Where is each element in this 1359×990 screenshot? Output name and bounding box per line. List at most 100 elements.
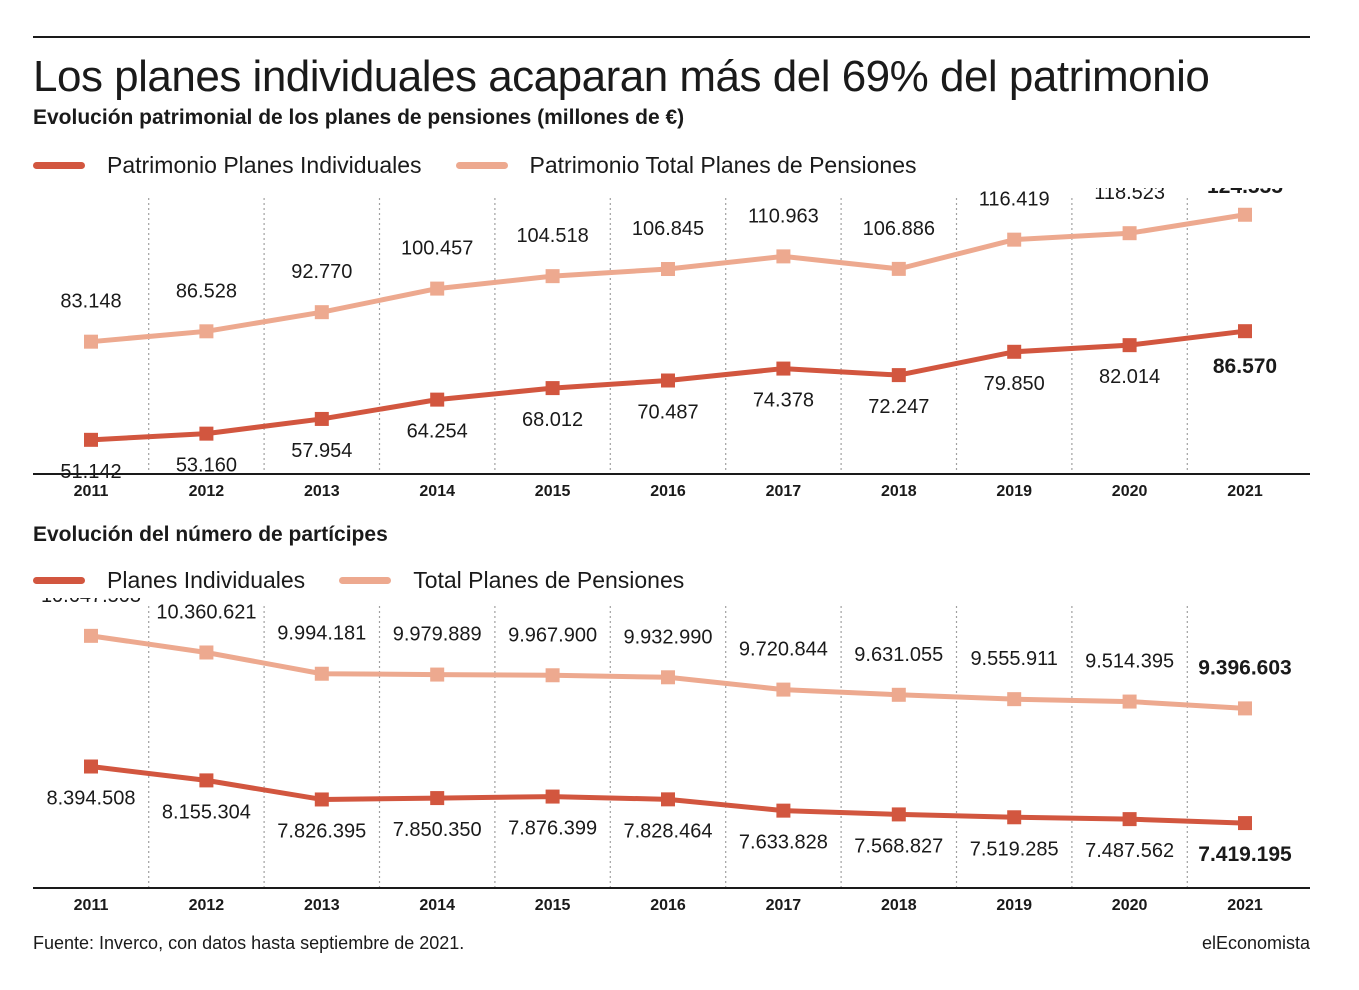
top-rule	[33, 36, 1310, 38]
data-point-individuales	[1238, 324, 1252, 339]
data-point-individuales	[1122, 338, 1137, 353]
data-label: 9.979.889	[393, 624, 482, 646]
data-point-total	[661, 262, 675, 277]
data-point-individuales	[314, 792, 329, 807]
brand-logo-text: elEconomista	[1201, 933, 1310, 953]
data-point-individuales	[84, 432, 98, 447]
chart1-plot: 2011 2012 2013 2014 2015 2016 2017 2018 2019 2020…	[33, 188, 1310, 500]
data-point-individuales	[1007, 810, 1022, 825]
data-label: 70.487	[637, 402, 698, 424]
data-label: 79.850	[984, 373, 1045, 395]
data-label: 7.826.395	[277, 820, 366, 842]
chart1-legend-label-individuales: Patrimonio Planes Individuales	[107, 151, 422, 178]
data-label: 104.518	[516, 225, 588, 247]
x-tick-label: 2012	[189, 897, 225, 914]
data-label: 72.247	[868, 396, 929, 418]
data-point-total	[84, 628, 98, 643]
data-label: 106.886	[863, 218, 935, 240]
chart1-legend-item-individuales: Patrimonio Planes Individuales	[33, 152, 422, 179]
chart2-plot: 2011 2012 2013 2014 2015 2016 2017 2018 2019 2020…	[33, 598, 1310, 914]
data-point-individuales	[314, 411, 329, 426]
legend-swatch-light	[339, 576, 392, 584]
data-label: 9.396.603	[1198, 656, 1291, 679]
data-label: 8.394.508	[47, 788, 136, 810]
data-label: 7.487.562	[1085, 840, 1174, 862]
data-label: 106.845	[632, 218, 704, 240]
data-point-total	[1007, 232, 1022, 247]
data-label: 124.535	[1207, 188, 1283, 198]
data-point-total	[545, 269, 560, 284]
data-label: 110.963	[748, 205, 819, 227]
x-tick-label: 2013	[304, 897, 340, 914]
data-label: 7.568.827	[854, 835, 943, 857]
source-note: Fuente: Inverco, con datos hasta septiem…	[33, 933, 465, 953]
chart1-legend: Patrimonio Planes Individuales Patrimoni…	[33, 150, 951, 180]
data-label: 7.419.195	[1198, 843, 1292, 866]
data-label: 9.967.900	[508, 624, 597, 646]
data-label: 7.519.285	[970, 838, 1059, 860]
data-label: 10.360.621	[156, 601, 256, 623]
x-tick-label: 2019	[996, 483, 1032, 500]
data-label: 83.148	[60, 291, 121, 313]
data-point-individuales	[430, 791, 445, 806]
chart1-legend-label-total: Patrimonio Total Planes de Pensiones	[529, 151, 917, 178]
data-point-total	[891, 687, 906, 702]
data-point-total	[776, 249, 791, 264]
data-label: 9.994.181	[277, 623, 366, 645]
data-label: 9.932.990	[624, 626, 713, 648]
data-point-total	[430, 667, 445, 682]
chart2-legend-label-total: Total Planes de Pensiones	[413, 566, 685, 593]
chart2-legend-item-total: Total Planes de Pensiones	[339, 567, 684, 594]
data-point-total	[314, 305, 329, 320]
data-point-individuales	[661, 373, 675, 388]
page-title: Los planes individuales acaparan más del…	[33, 52, 1210, 101]
data-label: 118.523	[1094, 188, 1165, 204]
data-point-individuales	[545, 381, 560, 396]
data-label: 9.555.911	[970, 648, 1058, 670]
data-point-individuales	[891, 807, 906, 822]
data-label: 92.770	[291, 261, 352, 283]
x-tick-label: 2011	[74, 897, 109, 914]
legend-swatch-dark	[33, 576, 85, 584]
data-point-total	[1122, 694, 1137, 709]
data-point-individuales	[661, 792, 675, 807]
data-label: 57.954	[291, 440, 352, 462]
data-label: 8.155.304	[162, 801, 251, 823]
data-point-individuales	[430, 392, 445, 407]
x-tick-label: 2020	[1112, 483, 1148, 500]
chart2-legend: Planes Individuales Total Planes de Pens…	[33, 565, 718, 595]
data-label: 53.160	[176, 455, 237, 477]
data-point-individuales	[1238, 816, 1252, 831]
data-point-total	[199, 645, 214, 660]
data-point-total	[891, 261, 906, 276]
data-point-total	[545, 668, 560, 683]
chart1-legend-item-total: Patrimonio Total Planes de Pensiones	[455, 151, 917, 179]
x-tick-label: 2017	[766, 483, 802, 500]
x-tick-label: 2021	[1227, 897, 1263, 914]
data-label: 7.633.828	[739, 832, 828, 854]
chart2-legend-label-individuales: Planes Individuales	[107, 566, 306, 593]
x-tick-label: 2020	[1112, 897, 1148, 914]
data-label: 86.528	[176, 280, 237, 302]
data-label: 86.570	[1213, 355, 1277, 378]
data-label: 74.378	[753, 390, 814, 412]
data-label: 100.457	[401, 238, 473, 260]
data-point-individuales	[776, 803, 791, 818]
data-label: 82.014	[1099, 366, 1160, 388]
data-label: 64.254	[407, 421, 468, 443]
data-point-individuales	[84, 759, 98, 774]
data-point-individuales	[1122, 812, 1137, 827]
x-tick-label: 2017	[766, 897, 802, 914]
data-point-total	[661, 670, 675, 685]
legend-swatch-dark	[33, 161, 85, 169]
data-point-total	[84, 334, 98, 349]
data-point-individuales	[1007, 344, 1022, 359]
data-point-total	[314, 666, 329, 681]
x-tick-label: 2012	[189, 483, 225, 500]
x-tick-label: 2015	[535, 897, 571, 914]
data-point-total	[1122, 226, 1137, 241]
x-tick-label: 2021	[1227, 483, 1263, 500]
x-tick-label: 2016	[650, 897, 686, 914]
x-tick-label: 2014	[419, 483, 455, 500]
data-point-total	[430, 281, 445, 296]
